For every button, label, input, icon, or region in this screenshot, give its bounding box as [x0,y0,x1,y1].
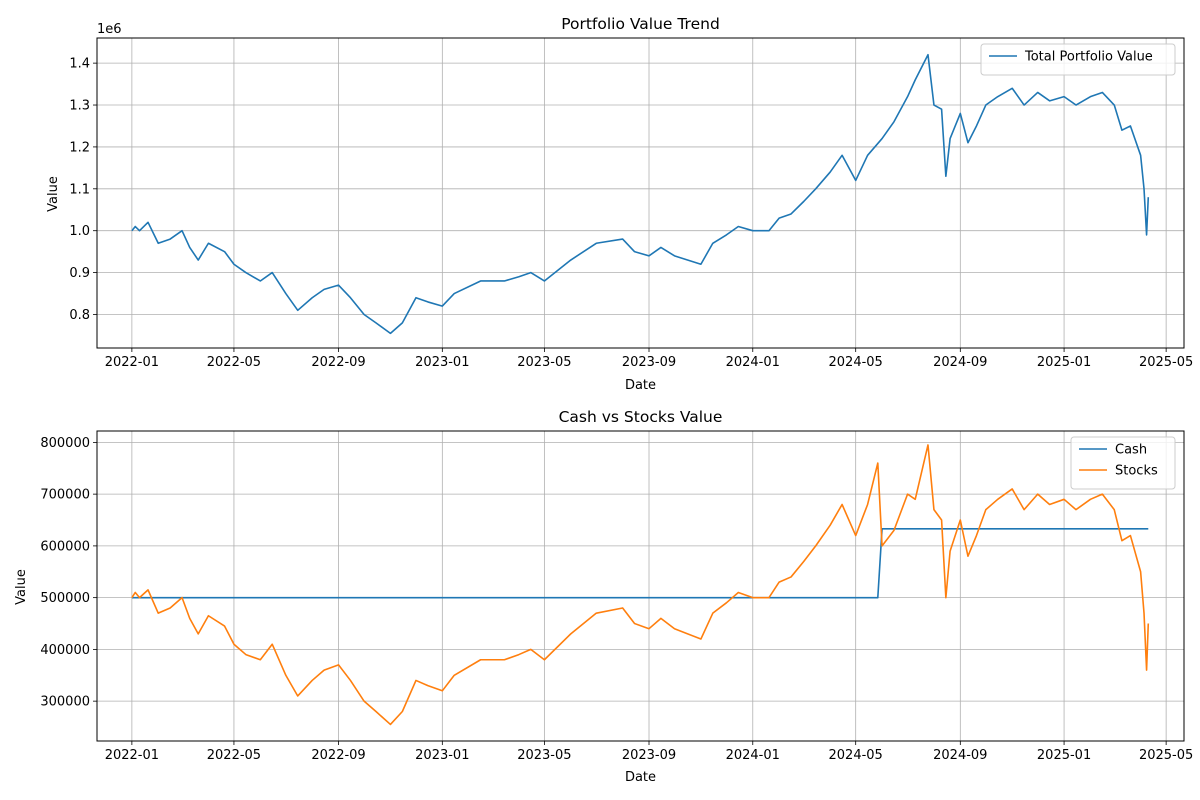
x-tick-label: 2022-01 [105,355,159,370]
x-tick-label: 2023-09 [622,748,676,763]
y-tick-label: 400000 [40,643,90,658]
portfolio-value-chart: Portfolio Value Trend 1e6 2022-01 2022-05… [46,15,1193,393]
x-tick-label: 2023-09 [622,355,676,370]
plot-frame [96,430,1185,742]
x-tick-label: 2024-05 [829,748,883,763]
y-axis-label: Value [46,176,61,212]
x-tick-label: 2023-01 [415,355,469,370]
cash-vs-stocks-chart: Cash vs Stocks Value 2022-01 2022-05 2022-… [14,408,1193,785]
series-line-cash [131,528,1149,599]
x-tick-label: 2023-05 [517,748,571,763]
y-tick-label: 800000 [40,436,90,451]
grid [97,38,1184,348]
y-tick-label: 600000 [40,539,90,554]
x-tick-label: 2022-05 [207,748,261,763]
x-tick-label: 2022-09 [311,355,365,370]
y-tick-label: 1.0 [69,224,90,239]
x-axis-label: Date [625,770,656,785]
legend-label: Stocks [1115,464,1158,479]
y-tick-label: 0.9 [69,266,90,281]
chart-title: Portfolio Value Trend [561,15,720,33]
x-axis-ticks: 2022-01 2022-05 2022-09 2023-01 2023-05 2023-… [105,348,1193,370]
x-axis-label: Date [625,378,656,393]
x-tick-label: 2024-09 [933,355,987,370]
x-tick-label: 2025-01 [1037,748,1091,763]
y-axis-ticks: 0.8 0.9 1.0 1.1 1.2 1.3 1.4 [69,57,97,323]
series-line-stocks [131,444,1150,726]
y-axis-ticks: 300000 400000 500000 600000 700000 800000 [40,436,97,710]
x-tick-label: 2024-05 [829,355,883,370]
x-axis-ticks: 2022-01 2022-05 2022-09 2023-01 2023-05 2023-… [105,741,1193,763]
y-axis-label: Value [14,569,29,605]
y-tick-label: 500000 [40,591,90,606]
legend-box [1070,436,1176,490]
y-tick-label: 0.8 [69,308,90,323]
y-tick-label: 1.2 [69,140,90,155]
x-tick-label: 2024-01 [726,748,780,763]
y-tick-label: 1.1 [69,182,90,197]
legend-label: Total Portfolio Value [1024,50,1153,65]
x-tick-label: 2022-09 [311,748,365,763]
x-tick-label: 2023-05 [517,355,571,370]
chart-title: Cash vs Stocks Value [559,408,723,426]
x-tick-label: 2022-01 [105,748,159,763]
legend: Cash Stocks [1070,436,1176,490]
legend-label: Cash [1115,443,1147,458]
x-tick-label: 2025-01 [1037,355,1091,370]
x-tick-label: 2023-01 [415,748,469,763]
y-tick-label: 700000 [40,488,90,503]
x-tick-label: 2025-05 [1139,748,1193,763]
plot-frame [96,37,1185,349]
y-tick-label: 1.4 [69,57,90,72]
series-lines [131,53,1150,335]
legend-box [980,43,1176,76]
x-tick-label: 2024-01 [726,355,780,370]
x-tick-label: 2022-05 [207,355,261,370]
y-tick-label: 1.3 [69,99,90,114]
legend: Total Portfolio Value [980,43,1176,76]
x-tick-label: 2024-09 [933,748,987,763]
y-tick-label: 300000 [40,695,90,710]
y-axis-offset-label: 1e6 [97,22,122,37]
x-tick-label: 2025-05 [1139,355,1193,370]
series-line-total-portfolio-value [131,53,1150,335]
series-lines [131,444,1150,726]
